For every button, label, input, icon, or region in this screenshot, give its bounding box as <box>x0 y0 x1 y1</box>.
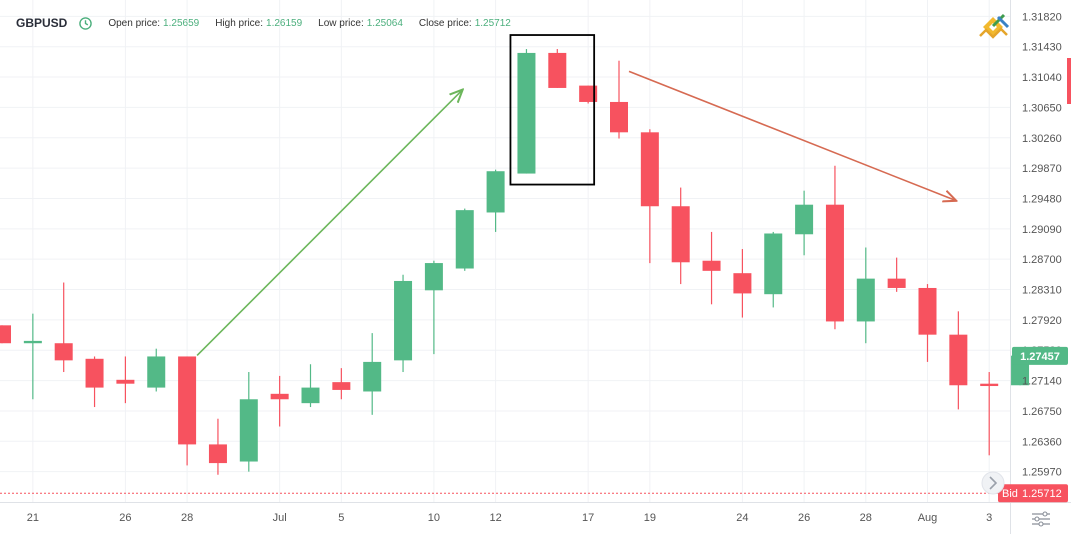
high-price-value: 1.26159 <box>266 17 303 29</box>
price-tick-label: 1.30650 <box>1022 102 1062 114</box>
chevron-right-icon <box>989 476 998 490</box>
candle-body-down[interactable] <box>949 334 968 386</box>
symbol-label: GBPUSD <box>16 16 68 30</box>
price-tick-label: 1.29480 <box>1022 193 1062 205</box>
logo-chevron <box>979 27 1008 39</box>
bid-price-badge <box>998 484 1068 503</box>
candle-body-up[interactable] <box>486 171 505 213</box>
candle-body-up[interactable] <box>363 361 382 392</box>
candle-body-up[interactable] <box>795 204 814 235</box>
time-tick-label: 19 <box>644 512 656 524</box>
candle-body-down[interactable] <box>332 382 351 390</box>
candle-body-up[interactable] <box>239 399 258 462</box>
price-range-marker <box>1067 58 1071 104</box>
price-tick-label: 1.29870 <box>1022 163 1062 175</box>
candle-body-down[interactable] <box>887 278 906 288</box>
price-tick-label: 1.25970 <box>1022 467 1062 479</box>
time-tick-label: 10 <box>428 512 440 524</box>
highlight-box <box>509 34 596 186</box>
candle-body-down[interactable] <box>579 85 598 102</box>
candle-body-down[interactable] <box>208 444 227 464</box>
time-tick-label: 17 <box>582 512 594 524</box>
open-price-label: Open price: <box>108 17 161 29</box>
price-tick-label: 1.27140 <box>1022 376 1062 388</box>
time-tick-label: 26 <box>119 512 131 524</box>
close-price-value: 1.25712 <box>474 17 511 29</box>
candle-body-down[interactable] <box>85 358 104 388</box>
logo-stroke-blue <box>996 15 1010 29</box>
candle-body-down[interactable] <box>980 383 999 387</box>
candle-body-down[interactable] <box>548 52 567 88</box>
clock-icon[interactable] <box>79 16 93 30</box>
candle-body-up[interactable] <box>856 278 875 322</box>
candle-body-down[interactable] <box>178 356 197 445</box>
close-price-label: Close price: <box>418 17 472 29</box>
candle-body-down[interactable] <box>918 287 937 335</box>
time-tick-label: Aug <box>918 512 938 524</box>
price-tick-label: 1.31430 <box>1022 42 1062 54</box>
time-tick-label: 26 <box>798 512 810 524</box>
time-tick-label: 28 <box>181 512 193 524</box>
settings-icon-knob <box>1042 511 1048 517</box>
candle-body-down[interactable] <box>610 101 628 133</box>
candle-body-down[interactable] <box>825 204 844 322</box>
price-tick-label: 1.28700 <box>1022 254 1062 266</box>
price-tick-label: 1.30260 <box>1022 133 1062 145</box>
candle-body-up[interactable] <box>517 52 536 174</box>
candle-body-up[interactable] <box>394 280 413 361</box>
candle-body-down[interactable] <box>671 206 690 263</box>
time-tick-label: 3 <box>986 512 992 524</box>
price-tick-label: 1.26750 <box>1022 406 1062 418</box>
low-price-value: 1.25064 <box>366 17 403 29</box>
candle-body-up[interactable] <box>23 340 42 344</box>
uptrend-arrow <box>196 90 463 357</box>
settings-icon-knob <box>1038 521 1044 527</box>
time-tick-label: 24 <box>736 512 748 524</box>
price-tick-label: 1.27920 <box>1022 315 1062 327</box>
candle-body-up[interactable] <box>424 263 443 291</box>
open-price-value: 1.25659 <box>163 17 200 29</box>
candle-body-down[interactable] <box>270 393 289 400</box>
candle-body-down[interactable] <box>116 379 135 384</box>
candle-body-down[interactable] <box>54 343 73 361</box>
candle-body-down[interactable] <box>733 273 752 294</box>
price-tick-label: 1.31040 <box>1022 72 1062 84</box>
time-tick-label: 21 <box>27 512 39 524</box>
time-tick-label: 5 <box>338 512 344 524</box>
candle-body-up[interactable] <box>301 387 320 404</box>
axis-settings-button[interactable] <box>1028 508 1054 530</box>
bid-label: Bid <box>1002 488 1018 500</box>
candle-body-down[interactable] <box>702 260 721 271</box>
candle-body-up[interactable] <box>147 356 166 388</box>
price-tick-label: 1.26360 <box>1022 436 1062 448</box>
downtrend-arrow <box>628 70 956 200</box>
settings-icon-knob <box>1034 516 1040 522</box>
price-tick-label: 1.29090 <box>1022 224 1062 236</box>
chart-header: GBPUSD Open price: 1.25659 High price: 1… <box>16 16 511 30</box>
price-tick-label: 1.31820 <box>1022 11 1062 23</box>
candle-body-up[interactable] <box>764 233 783 295</box>
time-tick-label: 12 <box>489 512 501 524</box>
logo-stroke-green <box>991 13 1006 28</box>
scroll-right-button[interactable] <box>981 471 1005 495</box>
last-price-value: 1.27457 <box>1020 351 1060 363</box>
bid-price-value: 1.25712 <box>1022 488 1062 500</box>
time-tick-label: 28 <box>860 512 872 524</box>
last-price-badge <box>1012 346 1068 365</box>
time-tick-label: Jul <box>273 512 287 524</box>
candle-body-down[interactable] <box>0 325 11 344</box>
low-price-label: Low price: <box>318 17 364 29</box>
high-price-label: High price: <box>215 17 264 29</box>
candle-body-down[interactable] <box>640 132 659 207</box>
candle-body-up[interactable] <box>455 210 474 269</box>
price-tick-label: 1.28310 <box>1022 285 1062 297</box>
